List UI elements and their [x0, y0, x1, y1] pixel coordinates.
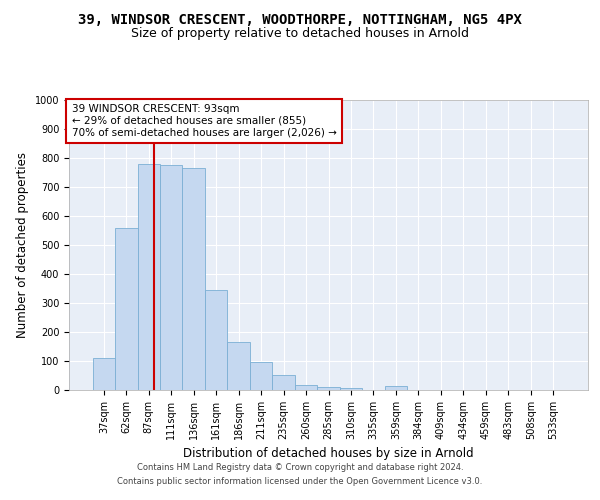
Bar — [92, 358, 115, 390]
Text: Contains public sector information licensed under the Open Government Licence v3: Contains public sector information licen… — [118, 477, 482, 486]
Bar — [115, 228, 137, 390]
Bar — [272, 375, 295, 390]
Text: Size of property relative to detached houses in Arnold: Size of property relative to detached ho… — [131, 28, 469, 40]
Text: 39 WINDSOR CRESCENT: 93sqm
← 29% of detached houses are smaller (855)
70% of sem: 39 WINDSOR CRESCENT: 93sqm ← 29% of deta… — [71, 104, 337, 138]
Bar — [160, 166, 182, 390]
Bar — [227, 342, 250, 390]
Text: Contains HM Land Registry data © Crown copyright and database right 2024.: Contains HM Land Registry data © Crown c… — [137, 464, 463, 472]
Bar — [340, 388, 362, 390]
Bar — [385, 386, 407, 390]
Text: 39, WINDSOR CRESCENT, WOODTHORPE, NOTTINGHAM, NG5 4PX: 39, WINDSOR CRESCENT, WOODTHORPE, NOTTIN… — [78, 12, 522, 26]
Bar — [182, 168, 205, 390]
X-axis label: Distribution of detached houses by size in Arnold: Distribution of detached houses by size … — [183, 448, 474, 460]
Bar — [205, 290, 227, 390]
Bar — [137, 164, 160, 390]
Bar — [317, 387, 340, 390]
Bar — [295, 385, 317, 390]
Bar — [250, 362, 272, 390]
Y-axis label: Number of detached properties: Number of detached properties — [16, 152, 29, 338]
